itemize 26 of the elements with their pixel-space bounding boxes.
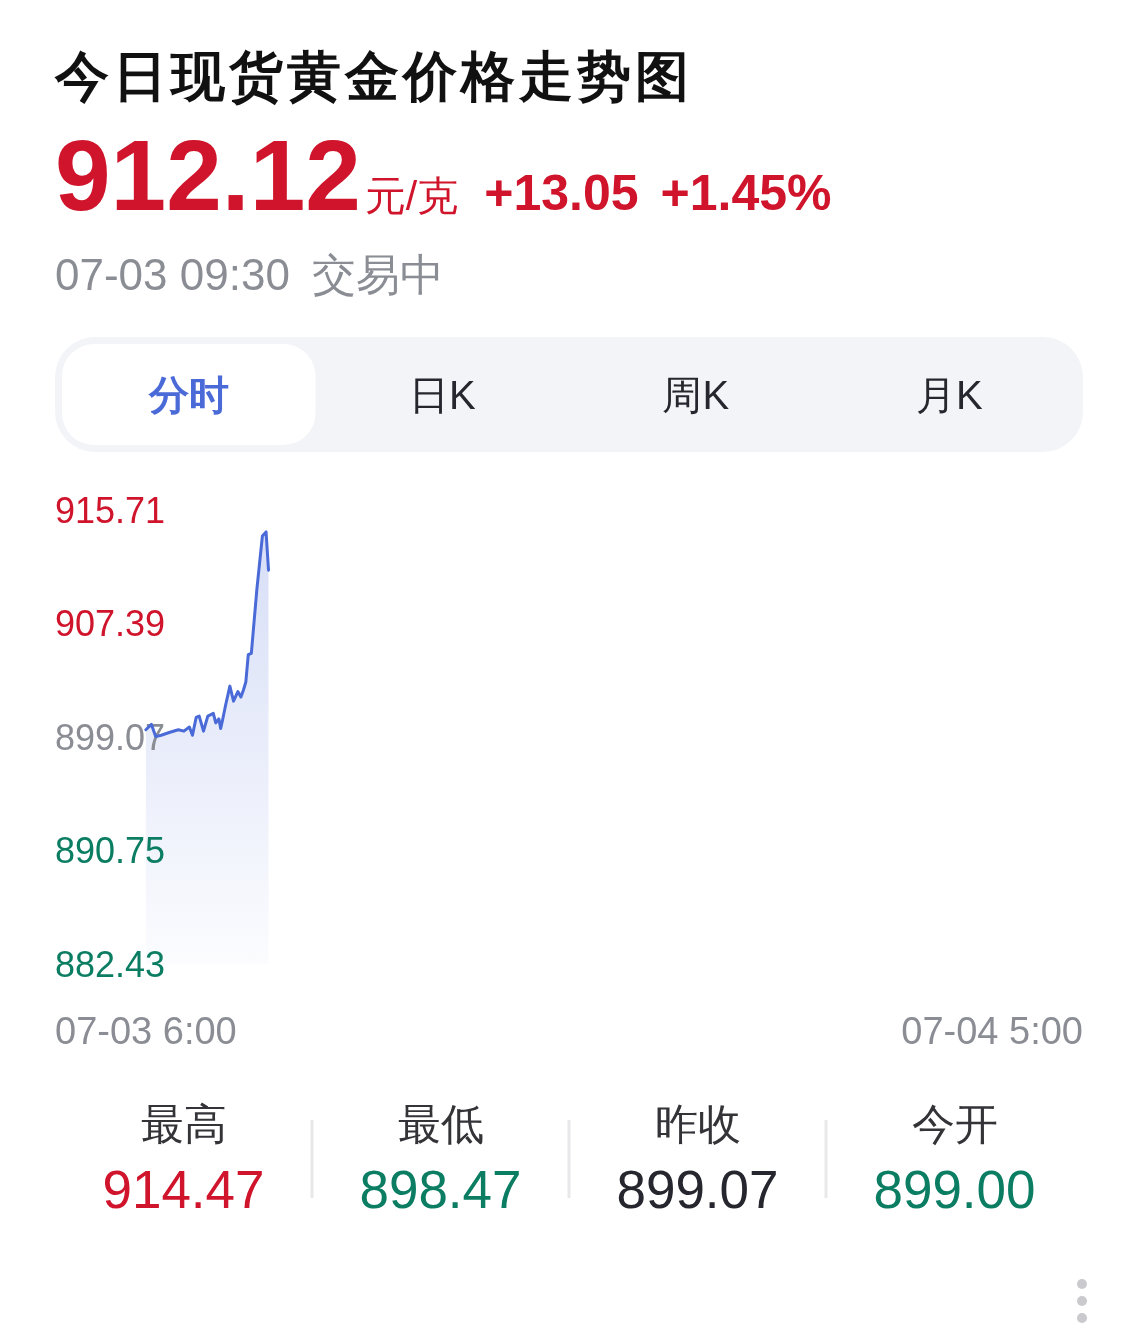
tab-label: 月K [915, 373, 983, 417]
tab-label: 分时 [148, 373, 229, 417]
annotation: 912.12 [55, 119, 361, 231]
category-label: 最高 [140, 1100, 227, 1148]
x-tick-label: 07-03 6:00 [55, 1010, 237, 1052]
value-label: 899.07 [616, 1159, 779, 1219]
annotation: 元/克 [364, 173, 459, 219]
tab-label: 周K [662, 373, 730, 417]
y-tick-label: 907.39 [55, 603, 166, 644]
category-label: 昨收 [654, 1100, 741, 1148]
annotation: 交易中 [311, 250, 444, 299]
x-tick-label: 07-04 5:00 [901, 1010, 1083, 1052]
y-tick-label: 882.43 [55, 943, 166, 985]
title: 今日现货黄金价格走势图 [55, 46, 693, 106]
tab-label: 日K [408, 373, 476, 417]
annotation: +13.05 [484, 165, 639, 221]
annotation: +1.45% [660, 165, 832, 221]
y-tick-label: 890.75 [55, 830, 166, 871]
category-label: 最低 [397, 1100, 484, 1148]
value-label: 899.00 [873, 1159, 1036, 1219]
y-tick-label: 899.07 [55, 716, 166, 758]
value-label: 914.47 [102, 1159, 265, 1219]
category-label: 今开 [911, 1100, 998, 1148]
annotation: 07-03 09:30 [55, 250, 290, 299]
y-tick-label: 915.71 [55, 489, 166, 531]
value-label: 898.47 [359, 1159, 522, 1219]
